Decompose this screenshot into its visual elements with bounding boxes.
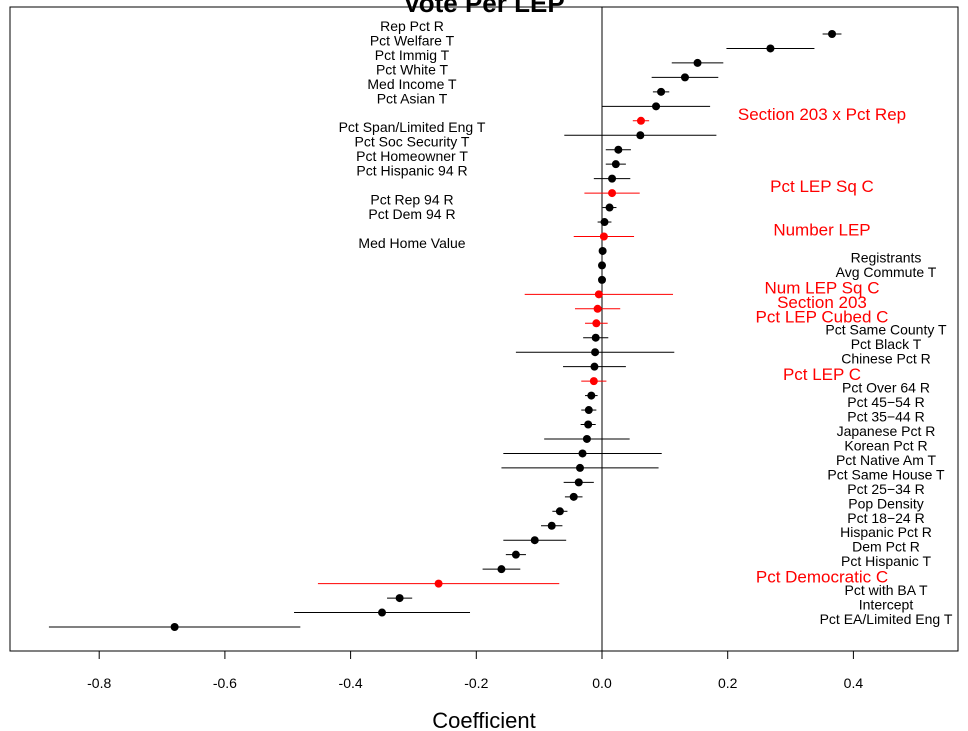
x-tick-label: -0.2 <box>464 675 488 691</box>
coefficient-point <box>378 608 387 617</box>
coefficient-point <box>636 131 645 140</box>
coefficient-label: Pct Immig T <box>375 47 450 63</box>
coefficient-point <box>434 579 443 588</box>
coefficient-label: Pct 35−44 R <box>847 409 924 425</box>
coefficient-point <box>611 160 620 169</box>
x-axis: -0.8 -0.6 -0.4 -0.2 0.0 0.2 0.4 <box>87 651 863 691</box>
coefficient-point <box>578 449 587 458</box>
coefficient-label: Pct Soc Security T <box>355 134 470 150</box>
coefficient-label: Japanese Pct R <box>837 423 936 439</box>
coefficient-point <box>569 492 578 501</box>
x-tick-label: 0.4 <box>844 675 864 691</box>
chart-title: Vote Per LEP <box>403 0 564 18</box>
coefficient-label: Pct Same County T <box>825 322 947 338</box>
coefficient-label: Pct 45−54 R <box>847 394 924 410</box>
coefficient-label: Chinese Pct R <box>841 351 930 367</box>
coefficient-label: Pct Black T <box>851 336 922 352</box>
coefficient-point <box>576 463 585 472</box>
coefficient-label: Pct Same House T <box>827 466 945 482</box>
coefficient-point <box>170 623 179 631</box>
coefficient-point <box>547 521 556 530</box>
coefficient-point <box>590 362 599 371</box>
coefficient-point <box>584 406 593 415</box>
coefficient-point <box>574 478 583 487</box>
coefficient-label: Pct Democratic C <box>756 568 888 587</box>
coefficient-label: Hispanic Pct R <box>840 524 932 540</box>
x-tick-label: 0.0 <box>592 675 612 691</box>
coefficient-label: Pct Homeowner T <box>356 148 468 164</box>
coefficient-label: Num LEP Sq C <box>765 278 880 297</box>
coefficient-label: Pct LEP Sq C <box>770 177 874 196</box>
coefficient-label: Pct LEP Cubed C <box>756 307 889 326</box>
coefficient-point <box>600 218 609 227</box>
coefficient-label: Rep Pct R <box>380 18 444 34</box>
coefficient-point <box>511 550 520 559</box>
coefficient-label: Korean Pct R <box>844 437 927 453</box>
coefficient-point <box>592 319 601 328</box>
x-tick-label: 0.2 <box>718 675 738 691</box>
coefficient-label: Pct 18−24 R <box>847 510 924 526</box>
coefficient-point <box>693 58 702 67</box>
coefficient-label: Pct Rep 94 R <box>370 192 453 208</box>
coefficient-label: Dem Pct R <box>852 539 920 555</box>
coefficient-label: Pct EA/Limited Eng T <box>820 611 953 627</box>
coefficient-label: Pct 25−34 R <box>847 481 924 497</box>
coefficient-label: Pct Over 64 R <box>842 380 930 396</box>
coefficient-point <box>652 102 661 111</box>
coefficient-label: Section 203 <box>777 293 867 312</box>
coefficient-point <box>591 348 600 357</box>
coefficient-label: Med Income T <box>367 76 457 92</box>
coefficient-label: Number LEP <box>773 220 870 239</box>
coefficient-label: Avg Commute T <box>836 264 937 280</box>
coefficient-label: Pct Welfare T <box>370 32 455 48</box>
coefficient-point <box>636 116 645 125</box>
coefficient-point <box>657 87 666 96</box>
coefficient-label: Pct White T <box>376 61 449 77</box>
coefficient-label: Pop Density <box>848 495 923 511</box>
coefficient-label: Pct with BA T <box>845 582 928 598</box>
coefficient-point <box>591 333 600 342</box>
coefficient-label: Pct Hispanic T <box>841 553 931 569</box>
coefficient-point <box>584 420 593 429</box>
coefficient-point <box>598 275 606 284</box>
x-tick-label: -0.4 <box>339 675 363 691</box>
coefficient-point <box>594 290 603 299</box>
coefficient-point <box>530 536 539 545</box>
coefficient-point <box>599 232 608 241</box>
coefficient-point <box>680 73 689 82</box>
coefficient-label: Pct Native Am T <box>836 452 937 468</box>
coefficient-label: Section 203 x Pct Rep <box>738 105 906 124</box>
coefficient-point <box>608 174 617 183</box>
coefficient-label: Pct Span/Limited Eng T <box>339 119 486 135</box>
coefficient-point <box>587 391 596 400</box>
coefficient-point <box>766 44 775 53</box>
coefficient-label: Pct Asian T <box>377 90 448 106</box>
plot-frame <box>9 6 959 652</box>
coefficient-label: Intercept <box>859 597 914 613</box>
coefficient-label: Pct Hispanic 94 R <box>356 163 467 179</box>
coefficient-point <box>605 203 614 212</box>
coefficient-point <box>598 261 606 270</box>
coefficient-point <box>555 507 564 516</box>
coefficient-point <box>608 189 617 198</box>
coefficient-label: Pct LEP C <box>783 365 861 384</box>
coefficient-point <box>589 377 598 386</box>
coefficient-point <box>582 434 591 443</box>
coefficient-point <box>395 594 404 603</box>
coefficient-label: Registrants <box>851 249 922 265</box>
coefficient-point <box>828 30 837 38</box>
coefficient-label: Med Home Value <box>358 235 465 251</box>
coefficient-point <box>598 246 607 255</box>
coefficient-point <box>497 565 506 574</box>
coefficient-label: Pct Dem 94 R <box>368 206 455 222</box>
x-tick-label: -0.8 <box>87 675 111 691</box>
x-axis-title: Coefficient <box>432 708 536 731</box>
coefficient-point <box>593 304 602 313</box>
x-tick-label: -0.6 <box>213 675 237 691</box>
coefficient-point <box>614 145 623 154</box>
